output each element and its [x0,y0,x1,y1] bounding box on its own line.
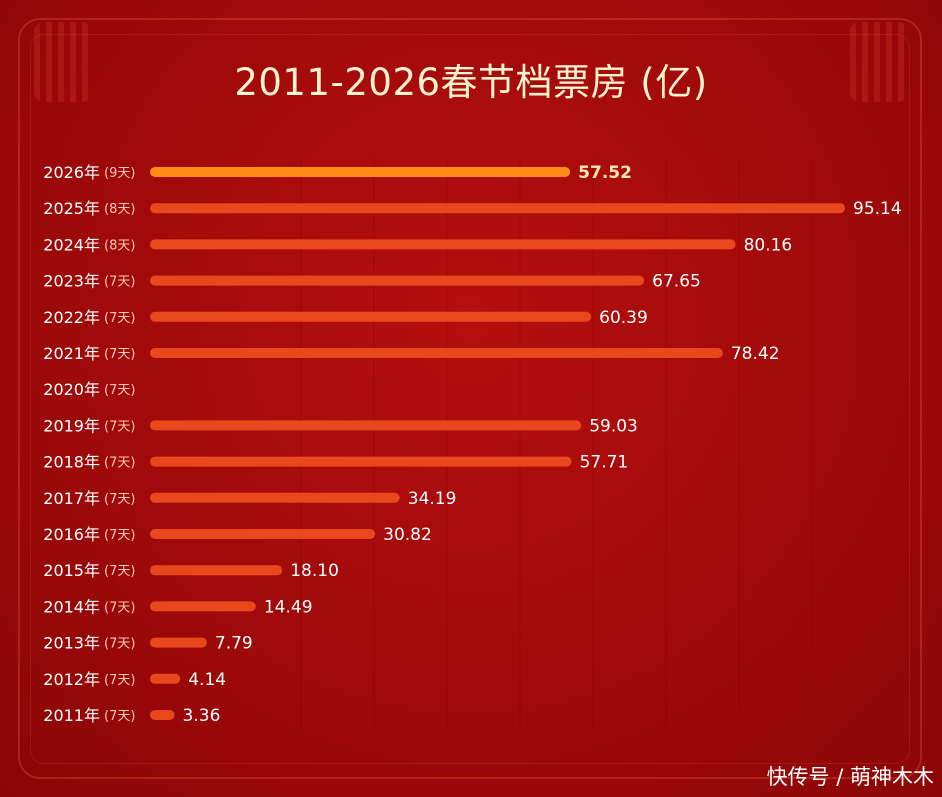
year-label: 2016年 [43,525,100,544]
bar [150,565,283,576]
chart-title: 2011-2026春节档票房 (亿) [234,61,708,104]
value-label: 59.03 [589,416,638,436]
year-label: 2015年 [43,561,100,580]
year-label: 2017年 [43,489,100,508]
bar [150,710,175,720]
value-label: 14.49 [264,597,313,617]
year-label: 2021年 [43,344,100,363]
bar [150,637,207,648]
bar [150,203,845,214]
year-label: 2024年 [43,235,100,254]
value-label: 78.42 [731,344,780,364]
value-label: 60.39 [599,308,648,328]
days-label: (8天) [104,238,135,253]
days-label: (7天) [104,564,135,579]
watermark-text: 快传号 / 萌神木木 [766,765,934,789]
right-lantern-decoration [850,22,908,102]
value-label: 3.36 [183,706,221,726]
value-label: 34.19 [408,489,457,509]
days-label: (7天) [104,709,135,724]
bar [150,275,645,286]
year-label: 2022年 [43,308,100,327]
value-label: 80.16 [744,235,793,255]
days-label: (7天) [104,275,135,290]
bar [150,348,723,358]
days-label: (7天) [104,383,135,398]
bar [150,529,376,539]
year-label: 2026年 [43,163,100,182]
bar [150,420,582,431]
days-label: (8天) [104,202,135,217]
year-label: 2013年 [43,634,100,653]
bar [150,492,400,503]
days-label: (7天) [104,673,135,688]
days-label: (7天) [104,456,135,471]
bar [150,456,572,467]
value-label: 4.14 [188,670,226,690]
bar [150,311,592,322]
days-label: (7天) [104,492,135,507]
year-label: 2025年 [43,199,100,218]
decorative-frame [18,18,922,779]
year-label: 2011年 [43,706,100,725]
bar [150,673,181,684]
value-label: 57.52 [578,163,632,183]
bar [150,239,736,250]
left-lantern-decoration [34,22,92,102]
value-label: 95.14 [853,199,902,219]
year-label: 2020年 [43,380,100,399]
year-label: 2019年 [43,416,100,435]
value-label: 57.71 [580,453,629,473]
days-label: (7天) [104,528,135,543]
value-label: 67.65 [652,272,701,292]
value-label: 18.10 [290,561,339,581]
year-label: 2012年 [43,670,100,689]
days-label: (7天) [104,347,135,362]
year-label: 2023年 [43,272,100,291]
year-label: 2014年 [43,597,100,616]
year-label: 2018年 [43,453,100,472]
value-label: 7.79 [215,634,253,654]
days-label: (9天) [104,166,135,181]
days-label: (7天) [104,311,135,326]
days-label: (7天) [104,419,135,434]
days-label: (7天) [104,600,135,615]
value-label: 30.82 [383,525,432,545]
bar [150,601,256,612]
bar [150,167,571,177]
decorative-inner-frame [30,34,910,764]
days-label: (7天) [104,637,135,652]
